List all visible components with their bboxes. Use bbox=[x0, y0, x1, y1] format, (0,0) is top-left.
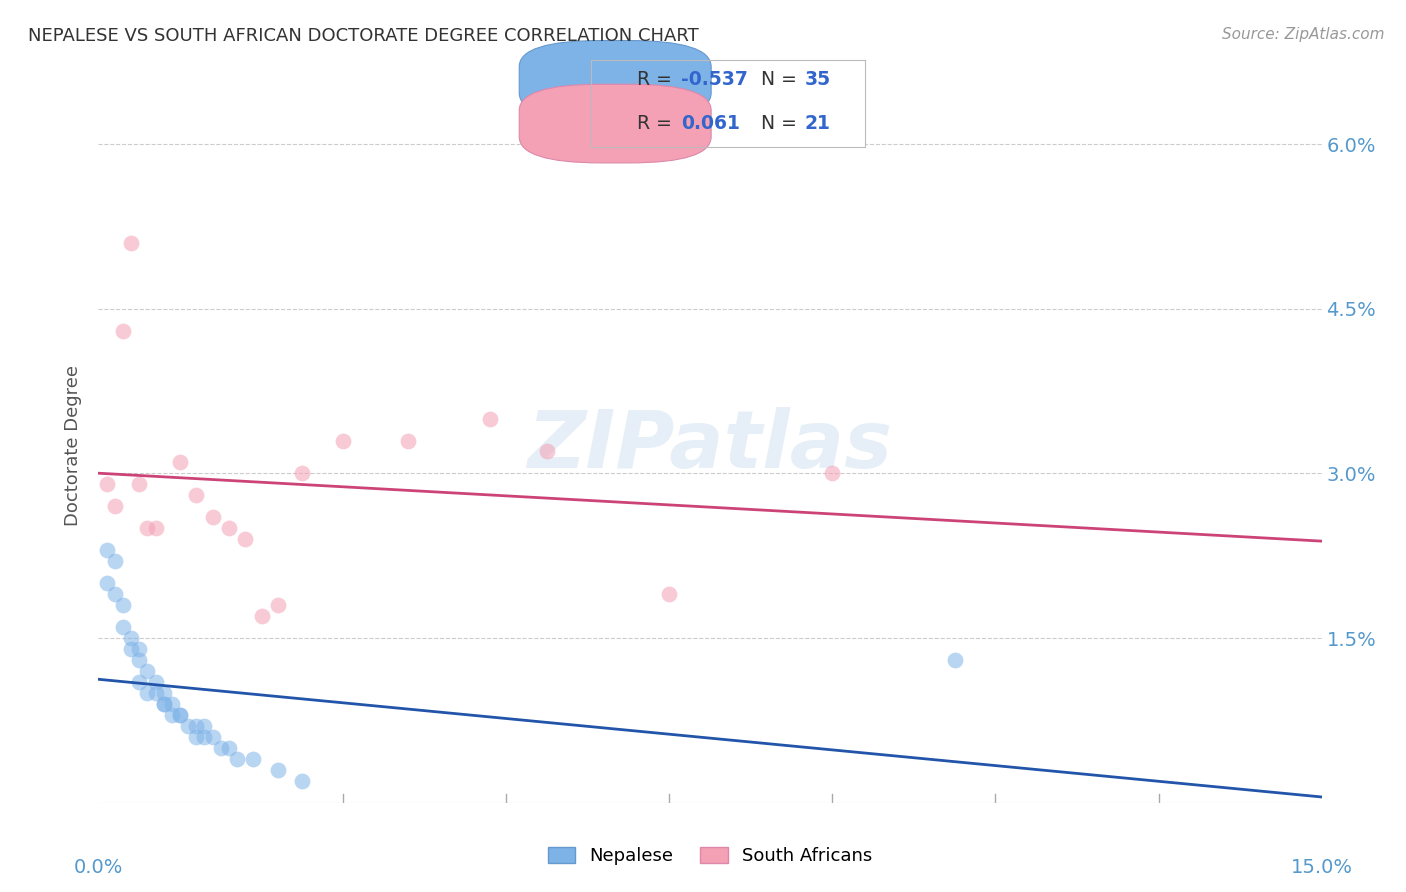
Point bbox=[160, 697, 183, 711]
Point bbox=[821, 467, 844, 481]
Point bbox=[152, 686, 174, 700]
Point bbox=[160, 708, 183, 723]
Point bbox=[291, 773, 314, 788]
Point bbox=[128, 477, 150, 491]
Point bbox=[136, 664, 159, 678]
Point bbox=[104, 500, 127, 514]
Point bbox=[209, 740, 232, 755]
Point bbox=[186, 488, 208, 502]
Point bbox=[242, 752, 264, 766]
Point bbox=[169, 455, 191, 469]
Point bbox=[396, 434, 419, 448]
Point bbox=[233, 533, 256, 547]
Point bbox=[201, 730, 224, 744]
Text: NEPALESE VS SOUTH AFRICAN DOCTORATE DEGREE CORRELATION CHART: NEPALESE VS SOUTH AFRICAN DOCTORATE DEGR… bbox=[28, 27, 699, 45]
Text: N =: N = bbox=[761, 114, 796, 133]
Point bbox=[152, 697, 174, 711]
Point bbox=[332, 434, 354, 448]
Point bbox=[128, 675, 150, 690]
Text: N =: N = bbox=[761, 70, 796, 89]
Point bbox=[111, 324, 134, 338]
Y-axis label: Doctorate Degree: Doctorate Degree bbox=[65, 366, 83, 526]
Text: 0.061: 0.061 bbox=[681, 114, 740, 133]
Text: 35: 35 bbox=[804, 70, 831, 89]
Point bbox=[145, 675, 167, 690]
Point bbox=[267, 598, 290, 612]
Text: Source: ZipAtlas.com: Source: ZipAtlas.com bbox=[1222, 27, 1385, 42]
Point bbox=[658, 587, 681, 601]
Point bbox=[169, 708, 191, 723]
Legend: Nepalese, South Africans: Nepalese, South Africans bbox=[548, 847, 872, 865]
Point bbox=[120, 642, 142, 657]
Point bbox=[478, 411, 501, 425]
Point bbox=[943, 653, 966, 667]
Point bbox=[250, 609, 273, 624]
Text: 0.0%: 0.0% bbox=[73, 858, 124, 877]
Point bbox=[169, 708, 191, 723]
Point bbox=[267, 763, 290, 777]
Point bbox=[120, 631, 142, 645]
Point bbox=[128, 653, 150, 667]
Point bbox=[291, 467, 314, 481]
Text: R =: R = bbox=[637, 114, 672, 133]
Text: R =: R = bbox=[637, 70, 672, 89]
Point bbox=[177, 719, 200, 733]
Point bbox=[96, 477, 118, 491]
Point bbox=[226, 752, 249, 766]
Point bbox=[128, 642, 150, 657]
Point bbox=[96, 576, 118, 591]
Point bbox=[193, 719, 215, 733]
Point bbox=[218, 740, 240, 755]
Text: -0.537: -0.537 bbox=[681, 70, 748, 89]
Text: 15.0%: 15.0% bbox=[1291, 858, 1353, 877]
Point bbox=[152, 697, 174, 711]
Point bbox=[111, 620, 134, 634]
Point bbox=[186, 730, 208, 744]
Text: ZIPatlas: ZIPatlas bbox=[527, 407, 893, 485]
Point bbox=[104, 587, 127, 601]
Point bbox=[120, 235, 142, 250]
FancyBboxPatch shape bbox=[519, 84, 711, 163]
Point bbox=[201, 510, 224, 524]
Point bbox=[136, 521, 159, 535]
Point bbox=[96, 543, 118, 558]
Point bbox=[145, 521, 167, 535]
Point bbox=[136, 686, 159, 700]
Text: 21: 21 bbox=[804, 114, 831, 133]
FancyBboxPatch shape bbox=[519, 40, 711, 120]
Point bbox=[536, 444, 558, 458]
Point bbox=[193, 730, 215, 744]
Point bbox=[104, 554, 127, 568]
Point bbox=[186, 719, 208, 733]
Point bbox=[111, 598, 134, 612]
Point bbox=[218, 521, 240, 535]
Point bbox=[145, 686, 167, 700]
